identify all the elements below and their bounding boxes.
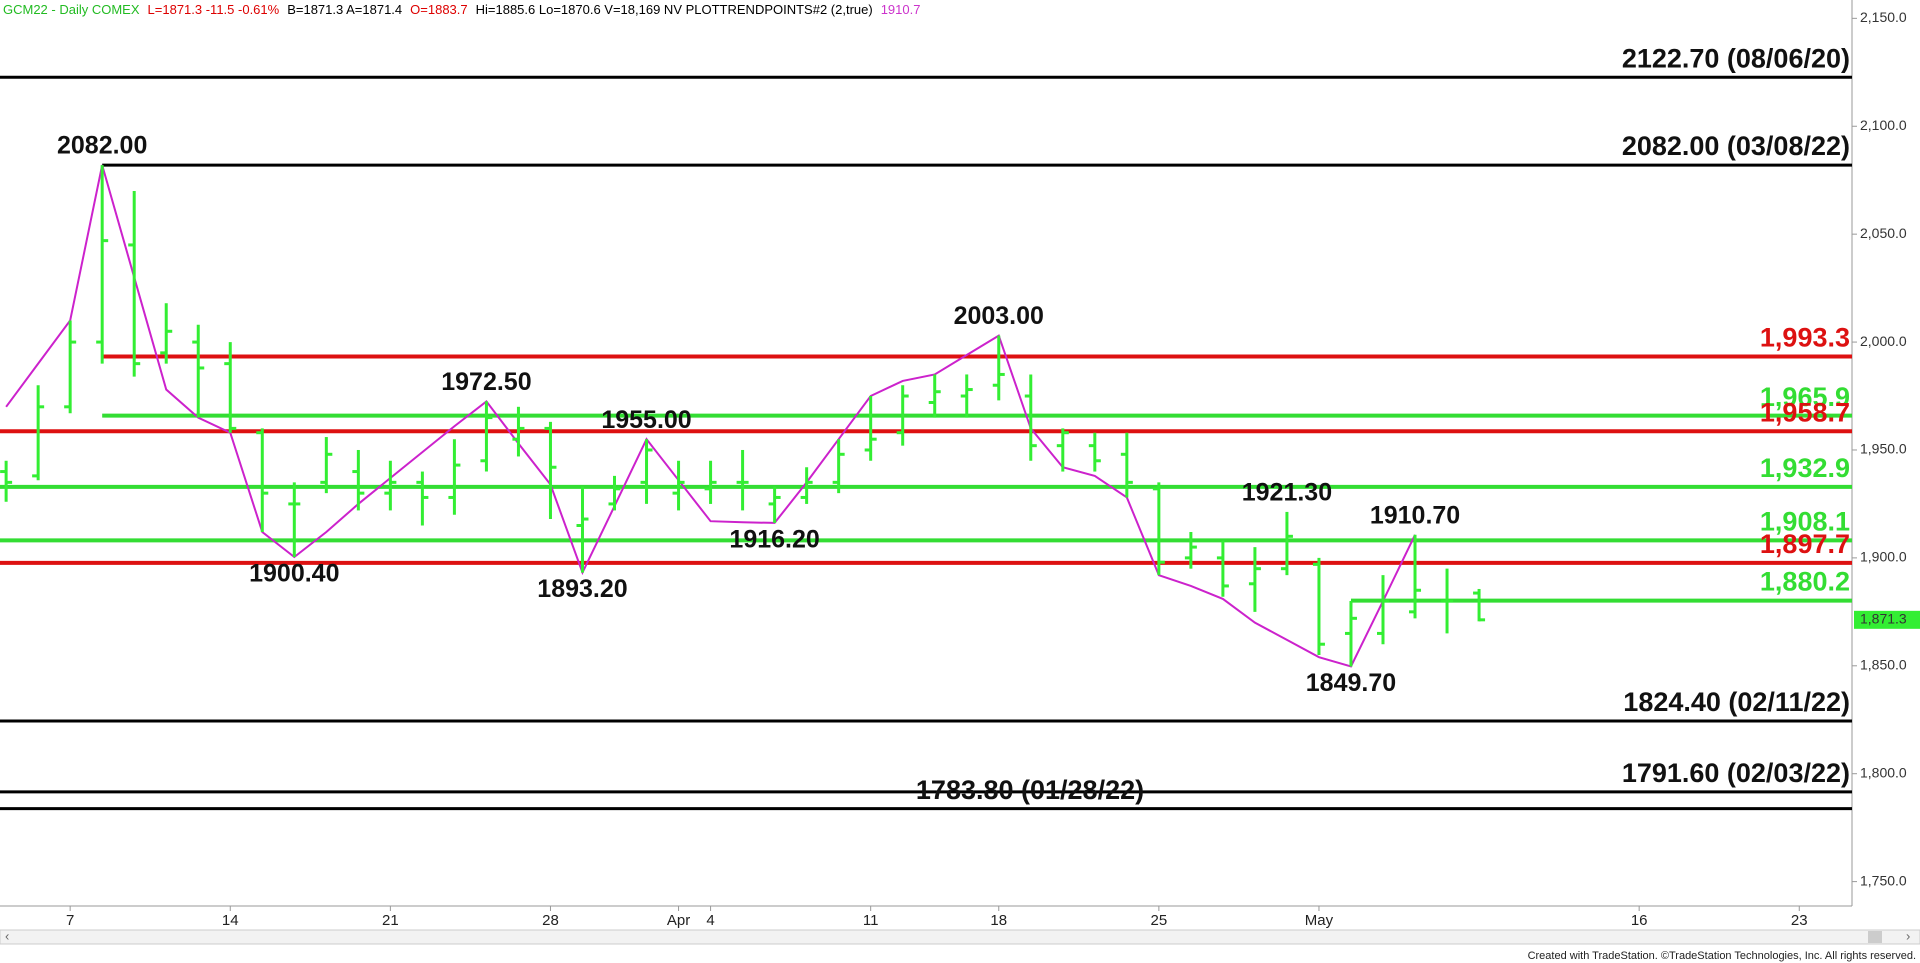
y-tick-label: 2,000.0 bbox=[1860, 333, 1907, 349]
x-tick-label: 18 bbox=[990, 912, 1007, 929]
level-label: 1824.40 (02/11/22) bbox=[1623, 687, 1850, 717]
pivot-label: 1900.40 bbox=[249, 560, 339, 588]
x-tick-label: 21 bbox=[382, 912, 399, 929]
y-tick-label: 2,050.0 bbox=[1860, 225, 1907, 241]
x-tick-label: 4 bbox=[706, 912, 714, 929]
header-segment: 1910.7 bbox=[881, 2, 921, 17]
header-segment: Hi=1885.6 Lo=1870.6 V=18,169 NV PLOTTREN… bbox=[476, 2, 873, 17]
level-label: 1,993.3 bbox=[1760, 323, 1850, 353]
y-tick-label: 1,750.0 bbox=[1860, 872, 1907, 888]
level-label: 2082.00 (03/08/22) bbox=[1622, 131, 1850, 161]
x-tick-label: 25 bbox=[1151, 912, 1168, 929]
last-price-box bbox=[1854, 610, 1920, 629]
y-tick-label: 2,100.0 bbox=[1860, 117, 1907, 133]
y-tick-label: 1,950.0 bbox=[1860, 441, 1907, 457]
level-label: 1,880.2 bbox=[1760, 567, 1850, 597]
scroll-right[interactable]: › bbox=[1906, 928, 1910, 943]
level-label: 1,932.9 bbox=[1760, 453, 1850, 483]
level-label: 1,897.7 bbox=[1760, 529, 1850, 559]
last-price-label: 1,871.3 bbox=[1860, 611, 1907, 627]
y-tick-label: 1,900.0 bbox=[1860, 549, 1907, 565]
pivot-label: 1916.20 bbox=[729, 526, 819, 554]
pivot-label: 1972.50 bbox=[441, 368, 531, 396]
header-segment: L=1871.3 -11.5 -0.61% bbox=[148, 2, 280, 17]
pivot-label: 2003.00 bbox=[954, 302, 1044, 330]
level-label: 1,965.9 bbox=[1760, 382, 1850, 412]
x-tick-label: Apr bbox=[667, 912, 690, 929]
x-tick-label: 11 bbox=[863, 912, 879, 929]
level-label: 1791.60 (02/03/22) bbox=[1622, 758, 1850, 788]
scroll-thumb[interactable] bbox=[1868, 931, 1882, 943]
header-segment: B=1871.3 A=1871.4 bbox=[287, 2, 402, 17]
level-label: 1,958.7 bbox=[1760, 397, 1850, 427]
pivot-label: 2082.00 bbox=[57, 132, 147, 160]
pivot-label: 1849.70 bbox=[1306, 669, 1396, 697]
x-tick-label: 23 bbox=[1791, 912, 1808, 929]
pivot-label: 1955.00 bbox=[601, 406, 691, 434]
x-tick-label: May bbox=[1305, 912, 1334, 929]
header: GCM22 - Daily COMEX L=1871.3 -11.5 -0.61%… bbox=[3, 2, 920, 17]
footer: Created with TradeStation. ©TradeStation… bbox=[1528, 950, 1916, 962]
header-segment: O=1883.7 bbox=[410, 2, 467, 17]
scroll-left[interactable]: ‹ bbox=[5, 928, 9, 943]
x-tick-label: 16 bbox=[1631, 912, 1648, 929]
x-tick-label: 7 bbox=[66, 912, 74, 929]
x-tick-label: 28 bbox=[542, 912, 559, 929]
x-tick-label: 14 bbox=[222, 912, 239, 929]
pivot-label: 1893.20 bbox=[537, 575, 627, 603]
trendline bbox=[5, 164, 1416, 668]
level-label: 2122.70 (08/06/20) bbox=[1622, 43, 1850, 73]
y-tick-label: 2,150.0 bbox=[1860, 9, 1907, 25]
y-tick-label: 1,850.0 bbox=[1860, 656, 1907, 672]
pivot-label: 1921.30 bbox=[1242, 479, 1332, 507]
header-segment: GCM22 - Daily COMEX bbox=[3, 2, 140, 17]
pivot-label: 1910.70 bbox=[1370, 501, 1460, 529]
scrollbar[interactable] bbox=[0, 929, 1920, 945]
level-label: 1783.80 (01/28/22) bbox=[916, 775, 1144, 805]
level-label: 1,908.1 bbox=[1760, 507, 1850, 537]
y-tick-label: 1,800.0 bbox=[1860, 764, 1907, 780]
